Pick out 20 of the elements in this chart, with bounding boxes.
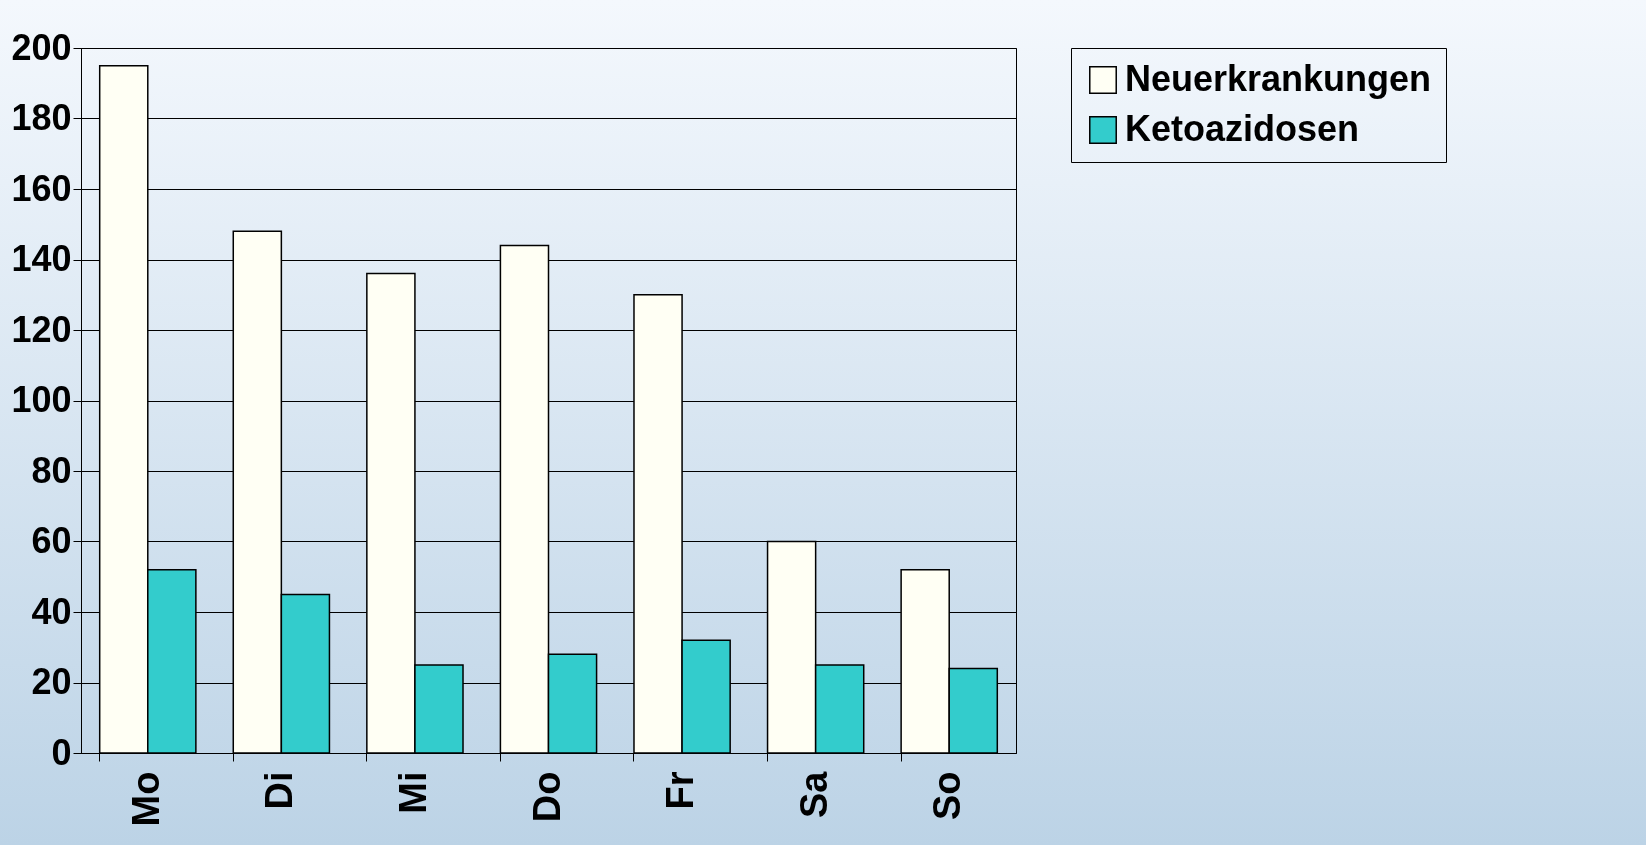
x-tick-label: Di	[258, 771, 301, 810]
x-tick-label: Do	[525, 771, 568, 823]
y-tick-label: 0	[51, 731, 72, 773]
x-tick-label: Mo	[124, 771, 167, 827]
x-tick-label: Mi	[391, 771, 434, 814]
x-tick-label: Fr	[659, 771, 702, 810]
legend-label: Neuerkrankungen	[1125, 58, 1432, 99]
legend-label: Ketoazidosen	[1125, 108, 1360, 149]
y-tick-label: 100	[11, 379, 72, 420]
x-tick-label: Sa	[792, 770, 835, 818]
y-tick-label: 60	[31, 520, 72, 561]
y-tick-label: 140	[11, 238, 72, 279]
y-tick-label: 40	[31, 590, 72, 632]
y-tick-label: 80	[31, 449, 72, 491]
y-tick-label: 160	[11, 167, 72, 209]
y-tick-label: 20	[31, 661, 72, 702]
x-tick-label: So	[926, 771, 969, 821]
y-tick-label: 200	[11, 26, 72, 68]
y-tick-label: 120	[11, 308, 72, 350]
y-tick-label: 180	[11, 97, 72, 138]
